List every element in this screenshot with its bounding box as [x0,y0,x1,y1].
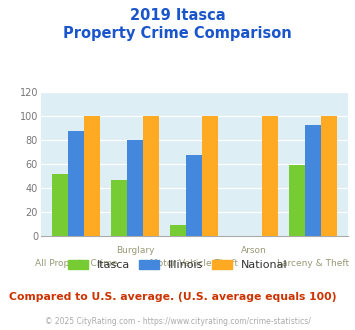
Legend: Itasca, Illinois, National: Itasca, Illinois, National [68,260,287,270]
Bar [321,116,337,236]
Text: Motor Vehicle Theft: Motor Vehicle Theft [151,259,238,268]
Text: © 2025 CityRating.com - https://www.cityrating.com/crime-statistics/: © 2025 CityRating.com - https://www.city… [45,317,310,326]
Text: All Property Crime: All Property Crime [35,259,117,268]
Bar [170,225,186,236]
Text: Burglary: Burglary [116,246,154,255]
Bar [127,140,143,236]
Bar [262,116,278,236]
Bar [305,125,321,236]
Bar [111,180,127,236]
Bar [202,116,218,236]
Text: Compared to U.S. average. (U.S. average equals 100): Compared to U.S. average. (U.S. average … [9,292,337,302]
Text: Arson: Arson [241,246,267,255]
Text: Larceny & Theft: Larceny & Theft [277,259,349,268]
Bar [289,165,305,236]
Bar [143,116,159,236]
Bar [84,116,100,236]
Bar [68,131,84,236]
Bar [52,174,68,236]
Text: Property Crime Comparison: Property Crime Comparison [63,26,292,41]
Text: 2019 Itasca: 2019 Itasca [130,8,225,23]
Bar [186,154,202,236]
